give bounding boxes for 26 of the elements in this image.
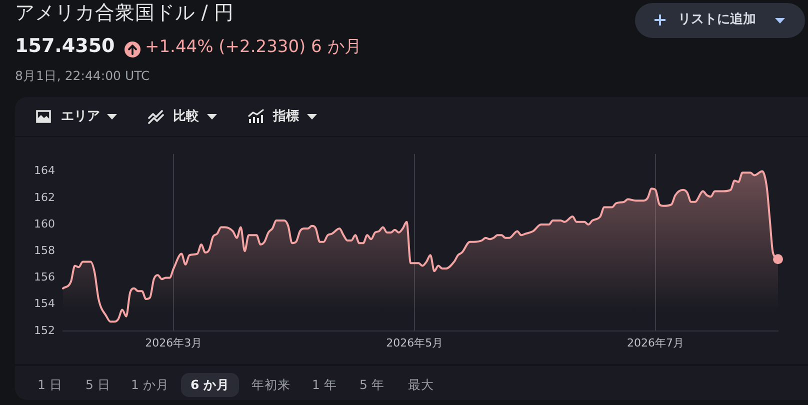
x-tick-label: 2026年5月 [386, 336, 444, 350]
selected-tab: 6 か月 [181, 373, 239, 397]
text: 8月1日, 22:44:00 UTC [15, 68, 150, 83]
text: 5 日 [86, 377, 110, 392]
text: 1 日 [38, 377, 62, 392]
add-to-list-button: リストに追加 [635, 3, 805, 38]
y-tick-label: 154 [34, 297, 55, 310]
text: 年初来 [252, 377, 290, 392]
x-tick-label: 2026年3月 [145, 336, 202, 350]
text: 157.4350 [15, 35, 115, 58]
text: 最大 [408, 377, 434, 392]
text: 比較 [173, 109, 199, 125]
text: エリア [61, 109, 100, 125]
text: 1 年 [312, 377, 337, 392]
y-tick-label: 162 [34, 190, 55, 204]
text: 1 か月 [131, 377, 169, 392]
y-tick-label: 156 [34, 270, 55, 284]
text: 5 年 [360, 377, 384, 392]
x-tick-label: 2026年7月 [627, 336, 684, 350]
y-tick-label: 158 [34, 244, 55, 258]
chart-title: アメリカ合衆国ドル / 円 [15, 1, 234, 24]
text: 指標 [273, 109, 299, 125]
y-tick-label: 152 [34, 324, 55, 337]
y-tick-label: 160 [34, 217, 55, 230]
text: +1.44% (+2.2330) 6 か月 [145, 37, 362, 58]
y-tick-label: 164 [34, 164, 55, 178]
